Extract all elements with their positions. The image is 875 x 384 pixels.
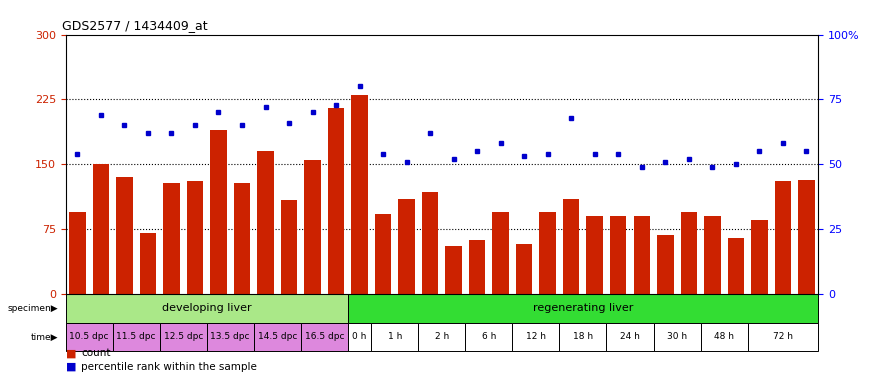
Bar [751, 220, 767, 294]
Text: percentile rank within the sample: percentile rank within the sample [81, 362, 257, 372]
Bar [374, 214, 391, 294]
Text: 48 h: 48 h [714, 333, 734, 341]
Text: 0 h: 0 h [353, 333, 367, 341]
Bar [160, 323, 206, 351]
Bar [418, 323, 466, 351]
Bar [348, 323, 371, 351]
Bar [469, 240, 486, 294]
Text: time▶: time▶ [31, 333, 59, 341]
Bar [140, 233, 156, 294]
Bar [234, 183, 250, 294]
Text: regenerating liver: regenerating liver [533, 303, 634, 313]
Bar [422, 192, 438, 294]
Bar [210, 130, 227, 294]
Bar [93, 164, 109, 294]
Text: 72 h: 72 h [773, 333, 793, 341]
Bar [681, 212, 697, 294]
Bar [113, 323, 160, 351]
Text: 30 h: 30 h [667, 333, 687, 341]
Bar [747, 323, 818, 351]
Bar [371, 323, 418, 351]
Bar [774, 182, 791, 294]
Bar [328, 108, 344, 294]
Text: ■: ■ [66, 362, 76, 372]
Text: GDS2577 / 1434409_at: GDS2577 / 1434409_at [62, 19, 207, 32]
Bar [116, 177, 133, 294]
Bar [257, 151, 274, 294]
Bar [348, 294, 818, 323]
Bar [445, 246, 462, 294]
Bar [516, 244, 532, 294]
Bar [654, 323, 701, 351]
Bar [586, 216, 603, 294]
Bar [398, 199, 415, 294]
Bar [513, 323, 559, 351]
Bar [610, 216, 626, 294]
Text: 14.5 dpc: 14.5 dpc [257, 333, 297, 341]
Bar [606, 323, 654, 351]
Bar [186, 182, 203, 294]
Text: 18 h: 18 h [573, 333, 593, 341]
Bar [563, 199, 579, 294]
Bar [301, 323, 348, 351]
Bar [798, 180, 815, 294]
Text: 16.5 dpc: 16.5 dpc [304, 333, 344, 341]
Bar [704, 216, 720, 294]
Text: 13.5 dpc: 13.5 dpc [211, 333, 250, 341]
Bar [206, 323, 254, 351]
Text: 6 h: 6 h [482, 333, 496, 341]
Bar [634, 216, 650, 294]
Bar [728, 238, 744, 294]
Bar [466, 323, 513, 351]
Bar [66, 294, 348, 323]
Text: ■: ■ [66, 348, 76, 358]
Bar [164, 183, 179, 294]
Bar [66, 323, 113, 351]
Text: 24 h: 24 h [620, 333, 640, 341]
Bar [493, 212, 509, 294]
Bar [352, 95, 367, 294]
Text: 2 h: 2 h [435, 333, 449, 341]
Text: 10.5 dpc: 10.5 dpc [69, 333, 108, 341]
Bar [540, 212, 556, 294]
Bar [304, 160, 321, 294]
Text: developing liver: developing liver [162, 303, 251, 313]
Bar [559, 323, 606, 351]
Bar [701, 323, 747, 351]
Text: 1 h: 1 h [388, 333, 402, 341]
Bar [281, 200, 298, 294]
Text: specimen▶: specimen▶ [8, 304, 59, 313]
Text: count: count [81, 348, 111, 358]
Bar [657, 235, 674, 294]
Text: 12 h: 12 h [526, 333, 546, 341]
Bar [69, 212, 86, 294]
Bar [254, 323, 301, 351]
Text: 11.5 dpc: 11.5 dpc [116, 333, 156, 341]
Text: 12.5 dpc: 12.5 dpc [164, 333, 203, 341]
